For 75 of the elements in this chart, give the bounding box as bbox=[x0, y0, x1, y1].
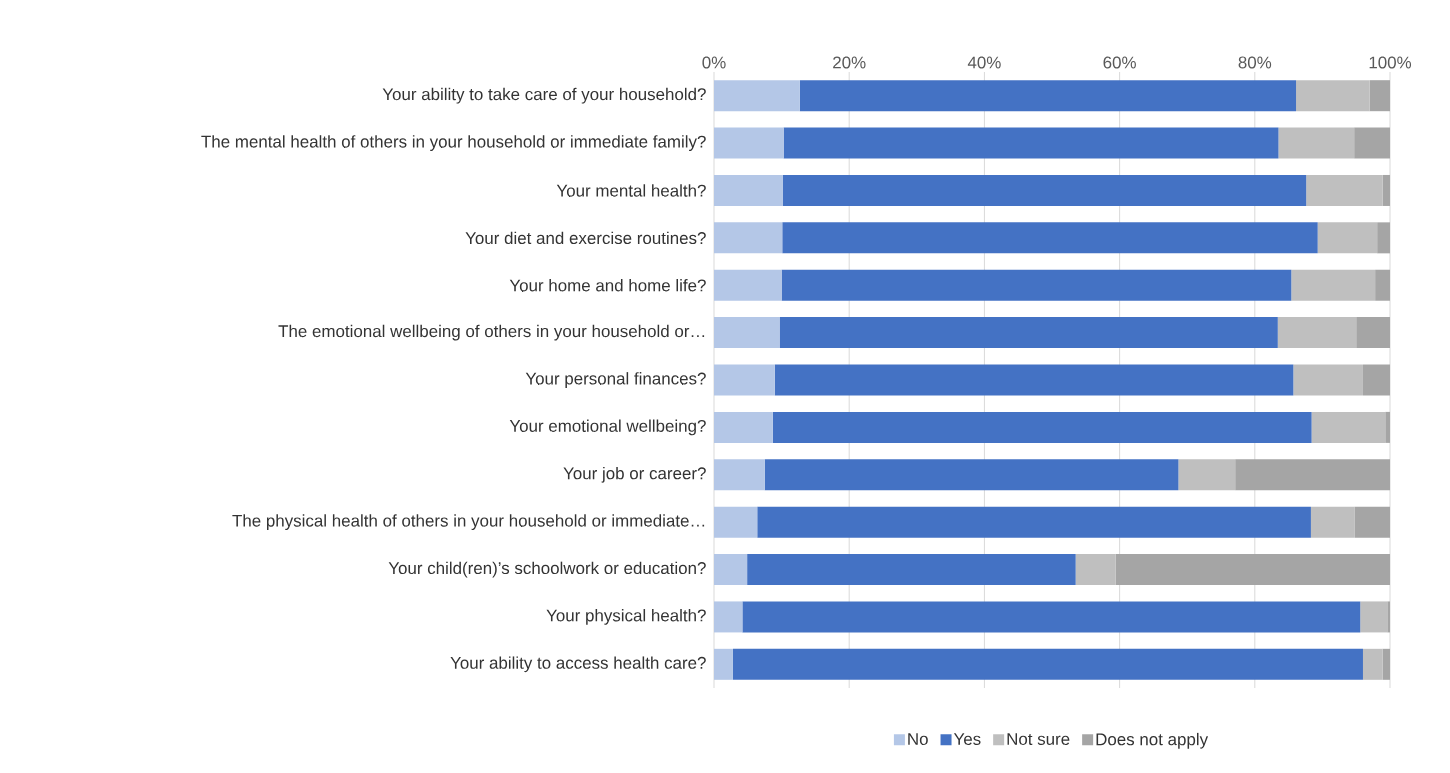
x-tick-label: 20% bbox=[833, 56, 866, 69]
x-tick-label: 40% bbox=[967, 56, 1001, 69]
bar bbox=[714, 411, 773, 443]
bar bbox=[783, 127, 1279, 159]
bar bbox=[742, 601, 1361, 633]
bar bbox=[1385, 411, 1391, 443]
y-tick-label: Your mental health? bbox=[556, 184, 706, 197]
bar bbox=[714, 364, 775, 396]
y-tick-label: The mental health of others in your household or immediate family? bbox=[201, 135, 706, 151]
bar bbox=[1375, 269, 1391, 301]
bar bbox=[1075, 554, 1116, 586]
bar bbox=[714, 459, 765, 491]
bar bbox=[1115, 554, 1391, 586]
bar bbox=[1278, 127, 1355, 159]
bar bbox=[1377, 222, 1391, 254]
bar bbox=[799, 80, 1297, 112]
legend-label: No bbox=[908, 733, 928, 745]
bar bbox=[1369, 80, 1391, 112]
bar bbox=[1354, 127, 1391, 159]
bar bbox=[779, 317, 1278, 349]
bar bbox=[714, 506, 758, 538]
bar bbox=[1235, 459, 1391, 491]
bar bbox=[1354, 506, 1391, 538]
x-tick-label: 0% bbox=[702, 56, 726, 69]
bar bbox=[1382, 648, 1391, 680]
bar bbox=[747, 554, 1076, 586]
y-tick-label: Your ability to take care of your household? bbox=[382, 87, 706, 104]
bar bbox=[1317, 222, 1378, 254]
bar bbox=[1362, 364, 1391, 396]
legend-label: Does not apply bbox=[1096, 732, 1209, 749]
x-tick-label: 60% bbox=[1103, 56, 1136, 69]
bar bbox=[1178, 459, 1236, 491]
bar bbox=[757, 506, 1311, 538]
bar bbox=[714, 127, 784, 159]
bar bbox=[1293, 364, 1363, 396]
bar bbox=[714, 269, 782, 301]
legend-label: Yes bbox=[953, 733, 981, 745]
y-tick-label: Your job or career? bbox=[563, 466, 706, 483]
y-tick-label: Your physical health? bbox=[546, 609, 706, 625]
y-tick-label: Your home and home life? bbox=[509, 279, 706, 292]
bar bbox=[782, 174, 1307, 206]
bar bbox=[1296, 80, 1370, 112]
bar bbox=[714, 554, 748, 586]
bar bbox=[714, 601, 743, 633]
bar bbox=[1291, 269, 1376, 301]
bar bbox=[1306, 174, 1383, 206]
bar bbox=[714, 80, 800, 112]
bar bbox=[772, 411, 1312, 443]
bar bbox=[1387, 601, 1391, 633]
bar bbox=[1311, 411, 1386, 443]
x-tick-label: 100% bbox=[1369, 56, 1412, 69]
bar bbox=[1360, 601, 1388, 633]
y-tick-label: Your diet and exercise routines? bbox=[465, 231, 706, 245]
bar bbox=[1277, 317, 1357, 349]
x-tick-label: 80% bbox=[1238, 56, 1272, 69]
y-tick-label: The physical health of others in your household or immediate… bbox=[232, 514, 705, 531]
bar bbox=[774, 364, 1294, 396]
y-tick-label: The emotional wellbeing of others in your household or… bbox=[278, 324, 705, 341]
bar bbox=[714, 174, 783, 206]
bar bbox=[714, 222, 783, 254]
bar bbox=[1356, 317, 1391, 349]
bar bbox=[732, 648, 1363, 680]
bar bbox=[781, 269, 1292, 301]
bar bbox=[1310, 506, 1355, 538]
bar bbox=[714, 648, 733, 680]
legend-label: Not sure bbox=[1007, 733, 1070, 745]
bar bbox=[1362, 648, 1383, 680]
y-tick-label: Your personal finances? bbox=[525, 372, 706, 388]
y-tick-label: Your child(ren)’s schoolwork or education? bbox=[388, 561, 706, 578]
bar bbox=[764, 459, 1179, 491]
y-tick-label: Your emotional wellbeing? bbox=[509, 419, 706, 436]
bar bbox=[782, 222, 1318, 254]
y-tick-label: Your ability to access health care? bbox=[450, 656, 706, 673]
bar bbox=[1382, 174, 1391, 206]
bar bbox=[714, 317, 780, 349]
